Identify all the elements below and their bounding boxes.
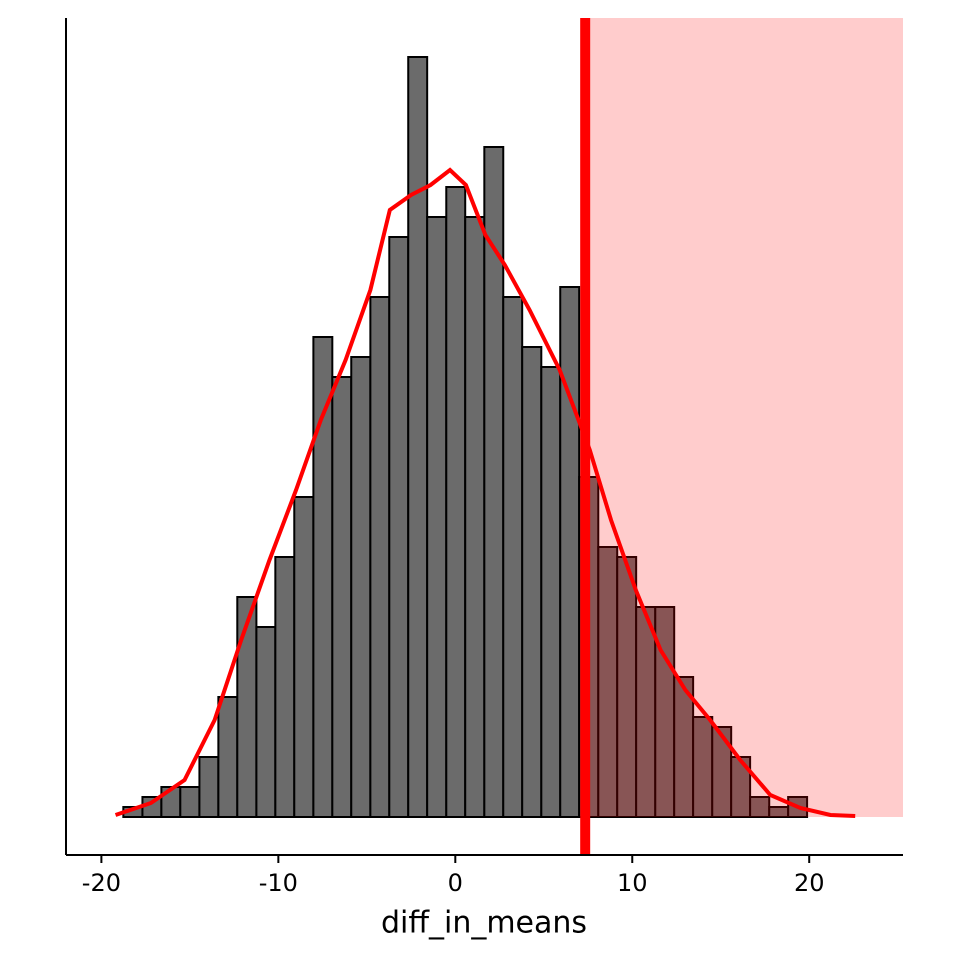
bar: [426, 216, 448, 818]
bar: [502, 296, 524, 818]
bar: [369, 296, 391, 818]
bar: [407, 56, 429, 818]
x-tick-label: 0: [448, 869, 463, 897]
bar: [350, 356, 372, 818]
x-tick-label: 10: [617, 869, 648, 897]
bar: [559, 286, 581, 818]
bar: [730, 756, 752, 818]
density-line: [114, 167, 856, 818]
bar: [236, 596, 258, 818]
x-tick-label: 20: [794, 869, 825, 897]
x-axis-title: diff_in_means: [381, 906, 587, 941]
bar: [274, 556, 296, 818]
bar: [540, 366, 562, 818]
x-tick-label: -10: [259, 869, 298, 897]
bar: [217, 696, 239, 818]
bar: [312, 336, 334, 818]
bar: [198, 756, 220, 818]
bar: [445, 186, 467, 818]
bar: [255, 626, 277, 818]
x-tick-label: -20: [82, 869, 121, 897]
bar: [521, 346, 543, 818]
bar: [464, 216, 486, 818]
bar: [331, 376, 353, 818]
shaded-region: [585, 18, 903, 817]
bar: [293, 496, 315, 818]
bar: [179, 786, 201, 818]
bar: [388, 236, 410, 818]
